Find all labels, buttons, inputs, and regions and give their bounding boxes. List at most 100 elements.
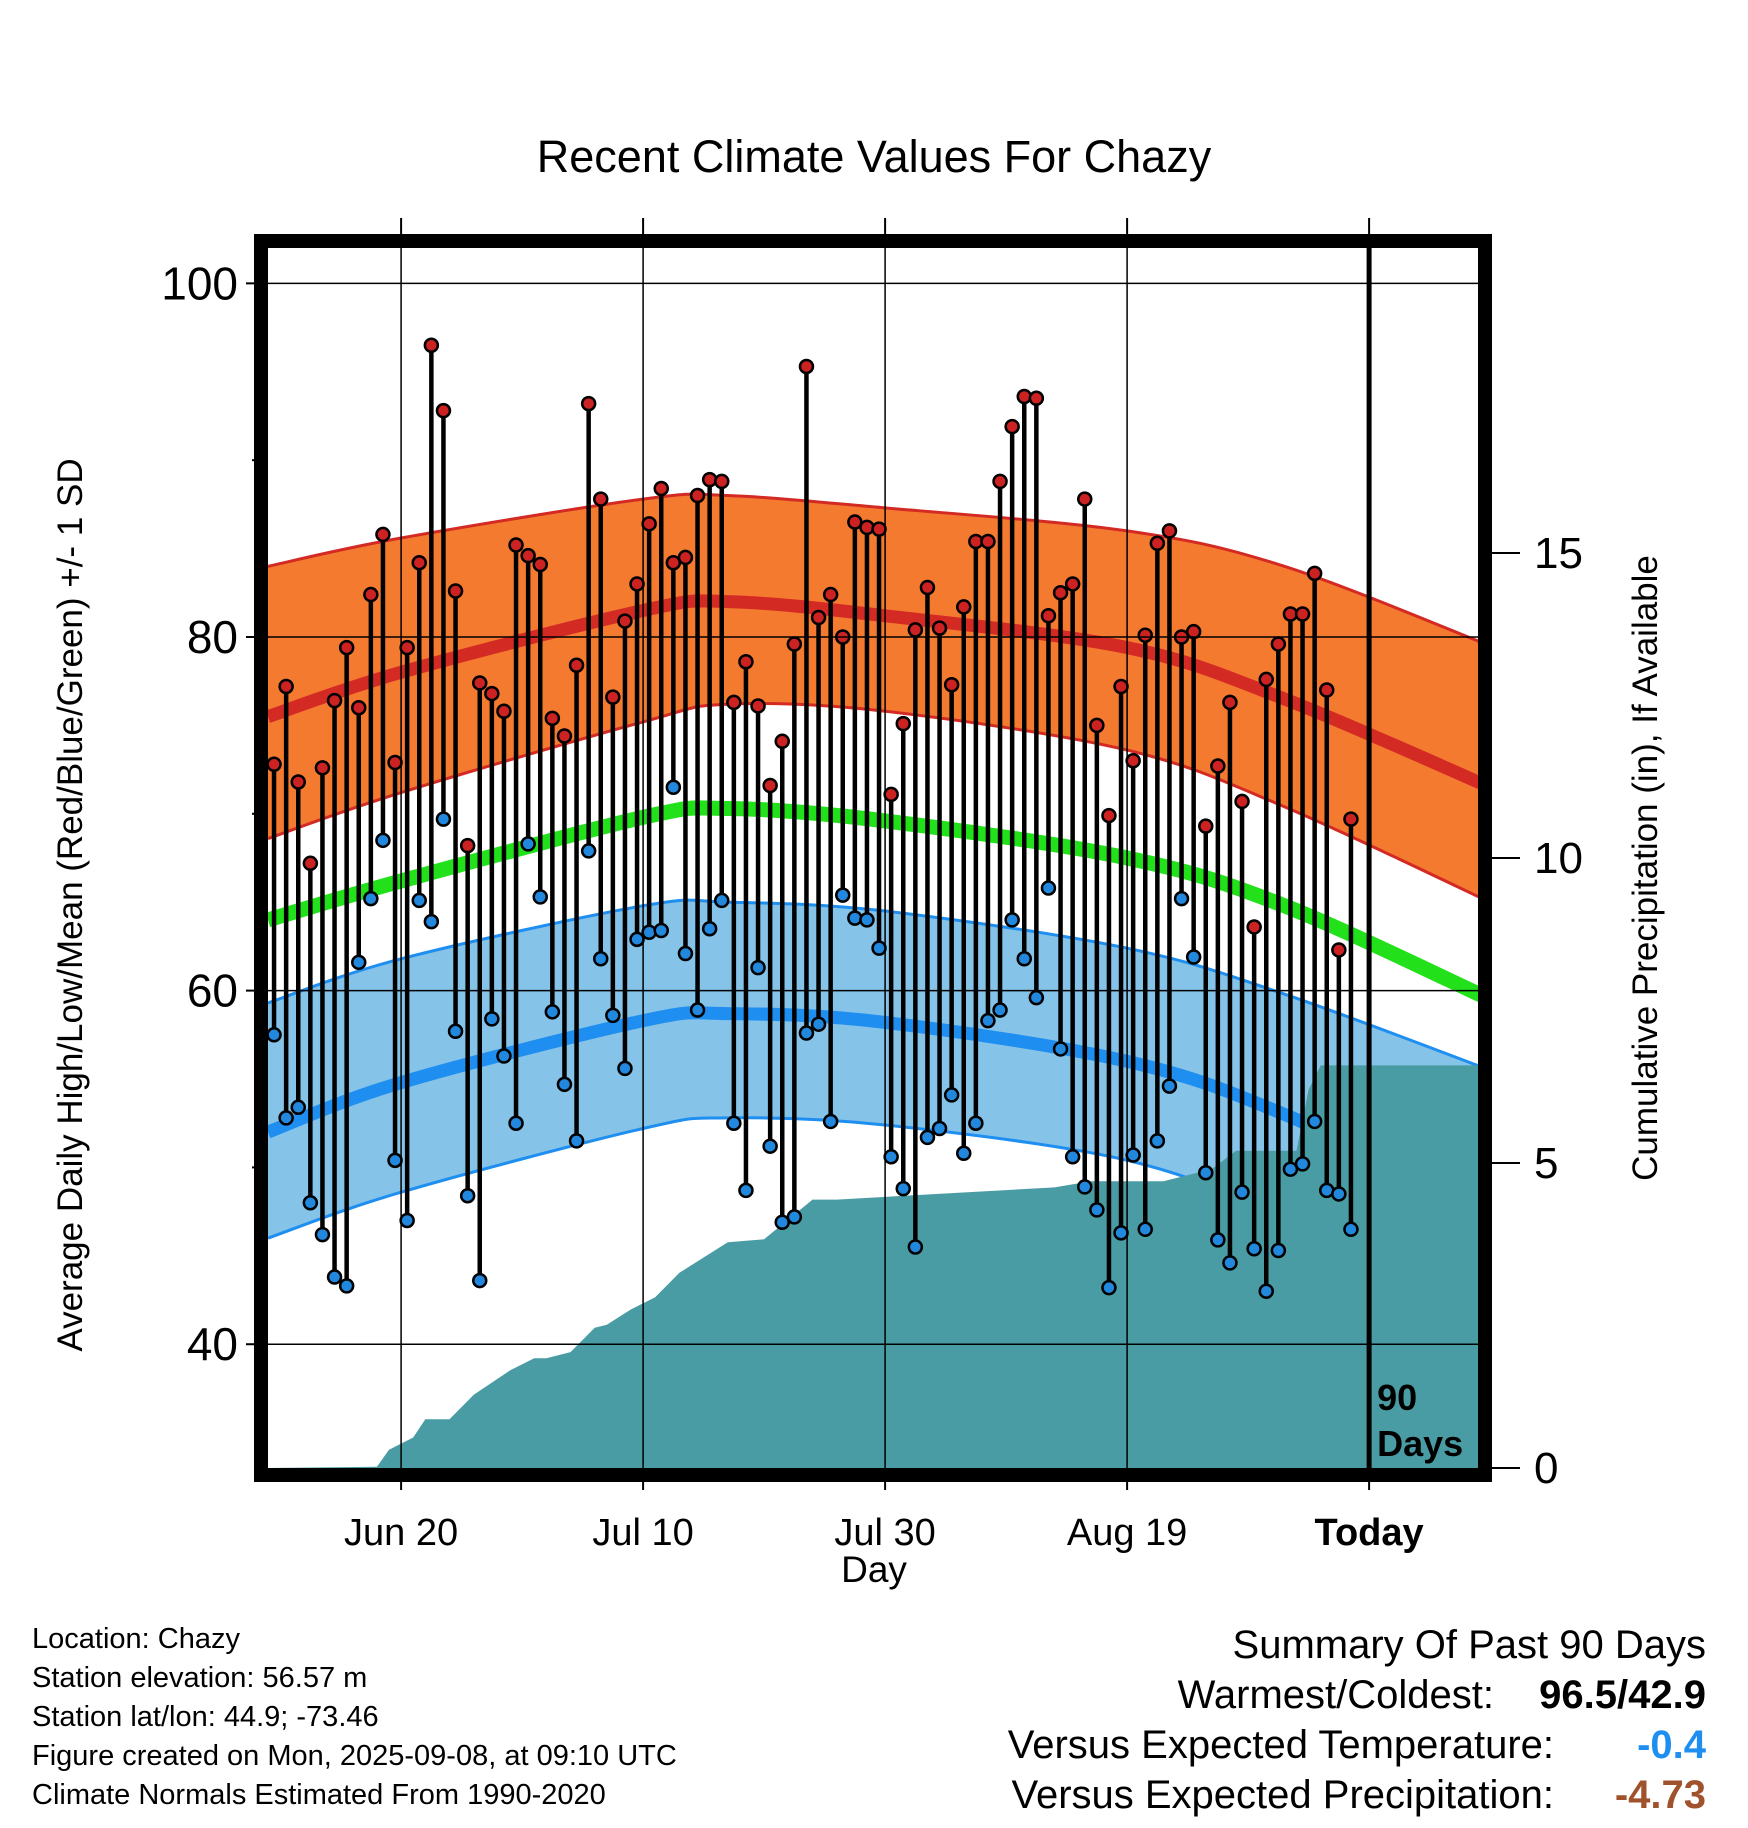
daily-high-point: [786, 636, 803, 652]
daily-high-point: [593, 491, 609, 507]
daily-low-point: [750, 959, 766, 976]
daily-high-point: [956, 599, 972, 615]
daily-low-point: [1198, 1164, 1214, 1181]
daily-high-point: [302, 855, 319, 872]
daily-high-point: [496, 703, 512, 719]
daily-low-point: [290, 1099, 306, 1116]
daily-low-point: [738, 1182, 754, 1199]
daily-high-point: [290, 774, 306, 790]
plot-content: [268, 492, 1478, 1468]
daily-high-point: [363, 586, 379, 603]
daily-high-point: [1210, 758, 1226, 774]
daily-high-point: [701, 471, 718, 488]
daily-high-point: [1004, 418, 1020, 435]
temp-anomaly-value: -0.4: [1637, 1723, 1706, 1767]
daily-high-point: [1234, 793, 1250, 810]
daily-low-point: [1052, 1041, 1069, 1057]
daily-high-point: [907, 622, 924, 638]
daily-high-point: [859, 519, 875, 536]
daily-low-point: [943, 1087, 960, 1103]
cumulative-precip-area: [268, 1065, 1478, 1468]
extremes-label: Warmest/Coldest:: [1177, 1673, 1494, 1717]
daily-low-point: [1331, 1186, 1347, 1202]
daily-low-point: [907, 1239, 924, 1255]
daily-high-point: [1077, 491, 1093, 507]
daily-high-point: [605, 689, 621, 705]
low-sd-band: [268, 900, 1478, 1329]
daily-high-point: [351, 699, 367, 716]
daily-high-point: [653, 480, 669, 497]
x-tick-label: Jul 30: [834, 1512, 935, 1554]
daily-high-point: [375, 526, 391, 543]
daily-low-point: [472, 1272, 488, 1289]
daily-high-point: [762, 777, 778, 794]
daily-low-point: [459, 1187, 476, 1204]
daily-high-point: [435, 402, 452, 419]
daily-low-point: [326, 1269, 343, 1285]
latlon-text: Station lat/lon: 44.9; -73.46: [32, 1701, 379, 1733]
daily-high-point: [738, 653, 754, 670]
daily-low-point: [484, 1011, 500, 1027]
x-tick-label: Today: [1315, 1512, 1424, 1554]
summary-title: Summary Of Past 90 Days: [1232, 1623, 1706, 1667]
daily-high-point: [822, 586, 839, 603]
daily-low-point: [556, 1076, 573, 1093]
daily-low-point: [689, 1002, 706, 1018]
daily-low-point: [871, 940, 887, 956]
daily-high-point: [1125, 753, 1141, 769]
daily-low-point: [447, 1023, 464, 1040]
daily-low-point: [1258, 1283, 1274, 1299]
daily-high-point: [798, 358, 815, 375]
y2-tick-label: 15: [1534, 529, 1583, 578]
today-window-label: Days: [1377, 1423, 1463, 1464]
daily-high-point: [641, 516, 657, 532]
daily-high-point: [266, 756, 282, 773]
daily-high-point: [1149, 535, 1166, 552]
daily-low-point: [375, 832, 391, 849]
high-sd-upper-edge: [268, 492, 1478, 643]
daily-high-point: [629, 576, 645, 592]
daily-low-point: [641, 924, 657, 941]
daily-high-point: [544, 710, 561, 727]
daily-low-point: [1028, 989, 1045, 1006]
daily-high-point: [1016, 388, 1032, 405]
daily-high-point: [1343, 811, 1359, 827]
x-tick-label: Jul 10: [592, 1512, 693, 1554]
daily-high-point: [1270, 636, 1287, 652]
daily-high-point: [580, 395, 597, 412]
daily-high-point: [423, 337, 440, 353]
daily-low-point: [701, 920, 718, 937]
plot-area: 90 Days: [266, 248, 1478, 1468]
daily-high-point: [326, 692, 343, 709]
daily-high-point: [931, 620, 948, 636]
daily-high-point: [1319, 682, 1335, 698]
daily-low-point: [387, 1152, 403, 1169]
chart-title: Recent Climate Values For Chazy: [537, 131, 1212, 182]
daily-low-point: [653, 922, 669, 939]
daily-high-point: [314, 760, 331, 776]
daily-high-point: [1040, 608, 1057, 624]
daily-low-point: [1040, 880, 1057, 896]
daily-low-point: [677, 945, 694, 962]
daily-high-point: [980, 533, 996, 550]
daily-high-point: [1331, 942, 1347, 958]
daily-low-point: [1149, 1133, 1166, 1149]
x-axis-label: Day: [841, 1549, 907, 1590]
daily-high-point: [278, 678, 294, 695]
daily-low-point: [762, 1138, 778, 1154]
daily-low-point: [1064, 1149, 1081, 1165]
daily-low-point: [1294, 1156, 1311, 1172]
low-normal-line: [268, 1006, 1478, 1214]
daily-low-point: [1306, 1113, 1323, 1130]
daily-high-point: [484, 685, 500, 702]
daily-low-point: [847, 910, 863, 926]
daily-high-point: [338, 639, 355, 656]
daily-low-point: [605, 1007, 621, 1024]
y-axis-label: Average Daily High/Low/Mean (Red/Blue/Gr…: [51, 458, 90, 1351]
daily-low-point: [411, 892, 427, 909]
daily-high-point: [1161, 523, 1178, 539]
x-tick-label: Aug 19: [1067, 1512, 1187, 1554]
daily-high-point: [714, 473, 730, 490]
daily-low-point: [835, 887, 851, 903]
daily-low-point: [629, 931, 645, 948]
